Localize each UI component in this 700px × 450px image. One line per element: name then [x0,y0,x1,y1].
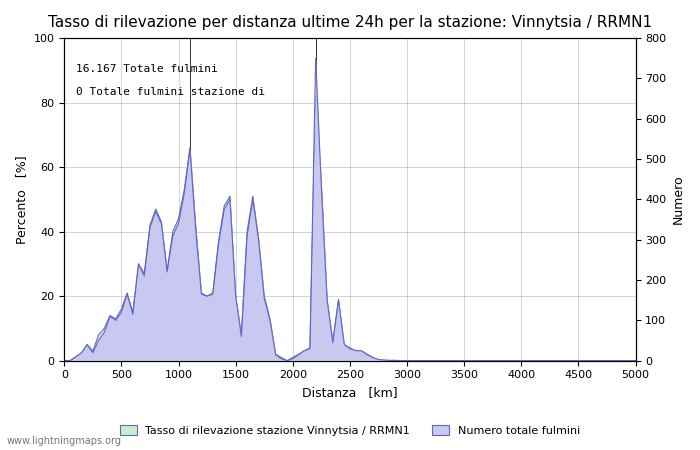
Text: 0 Totale fulmini stazione di: 0 Totale fulmini stazione di [76,86,265,96]
Y-axis label: Percento   [%]: Percento [%] [15,155,28,244]
Y-axis label: Numero: Numero [672,175,685,224]
Title: Tasso di rilevazione per distanza ultime 24h per la stazione: Vinnytsia / RRMN1: Tasso di rilevazione per distanza ultime… [48,15,652,30]
Legend: Tasso di rilevazione stazione Vinnytsia / RRMN1, Numero totale fulmini: Tasso di rilevazione stazione Vinnytsia … [116,420,584,440]
Text: 16.167 Totale fulmini: 16.167 Totale fulmini [76,64,218,74]
Text: www.lightningmaps.org: www.lightningmaps.org [7,436,122,446]
X-axis label: Distanza   [km]: Distanza [km] [302,386,398,399]
